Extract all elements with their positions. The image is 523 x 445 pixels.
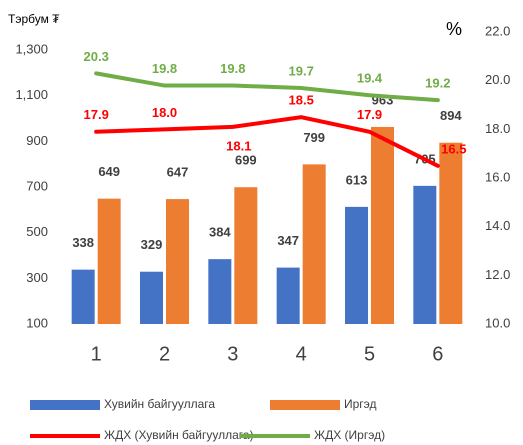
bar (302, 164, 326, 324)
bar (234, 187, 258, 324)
bar (208, 259, 232, 324)
bar-value-label: 799 (303, 130, 325, 145)
line-value-label: 18.5 (289, 93, 314, 108)
legend-label: Иргэд (344, 397, 377, 411)
line-value-label: 18.1 (226, 138, 251, 153)
line-value-label: 19.4 (357, 71, 383, 86)
y2-tick-label: 14.0 (485, 218, 510, 233)
y-tick-label: 700 (26, 178, 48, 193)
bar (439, 142, 463, 324)
x-tick-label: 1 (91, 343, 102, 365)
line-value-label: 16.5 (441, 141, 466, 156)
bar (166, 199, 189, 324)
line-value-label: 19.8 (220, 61, 245, 76)
legend-label: ЖДХ (Хувийн байгууллага) (104, 428, 254, 442)
legend-swatch (30, 400, 100, 410)
line-value-label: 19.2 (425, 76, 450, 91)
bar (345, 206, 368, 324)
line-value-label: 19.7 (289, 63, 314, 78)
line-value-label: 17.9 (84, 107, 109, 122)
bar (371, 126, 394, 324)
x-tick-label: 2 (159, 343, 170, 365)
y-tick-label: 100 (26, 315, 48, 330)
bar (140, 271, 163, 324)
y2-tick-label: 18.0 (485, 121, 510, 136)
line-value-label: 20.3 (84, 49, 109, 64)
y-tick-label: 300 (26, 270, 48, 285)
line-value-label: 19.8 (152, 61, 177, 76)
bar-value-label: 613 (346, 172, 368, 187)
legend-label: Хувийн байгууллага (104, 397, 215, 411)
bar (276, 267, 300, 324)
line (94, 115, 440, 168)
y2-tick-label: 16.0 (485, 169, 510, 184)
x-tick-label: 5 (364, 343, 375, 365)
bar-value-label: 338 (72, 235, 94, 250)
y2-axis-label: % (446, 19, 462, 39)
y2-tick-label: 22.0 (485, 23, 510, 38)
bar-value-label: 649 (98, 164, 120, 179)
y2-tick-label: 10.0 (485, 315, 510, 330)
line-value-label: 17.9 (357, 107, 382, 122)
y-tick-label: 1,300 (15, 41, 48, 56)
y-tick-label: 500 (26, 224, 48, 239)
line (94, 71, 440, 103)
line-value-label: 18.0 (152, 105, 177, 120)
bar-value-label: 894 (440, 108, 462, 123)
x-tick-label: 4 (296, 343, 307, 365)
bar-value-label: 699 (235, 153, 257, 168)
bar-value-label: 384 (209, 225, 231, 240)
bar (97, 198, 121, 324)
bar (413, 185, 437, 324)
y-tick-label: 1,100 (15, 87, 48, 102)
y-axis-label: Тэрбум ₮ (8, 12, 60, 26)
bar-value-label: 347 (277, 233, 299, 248)
bar-value-label: 329 (141, 237, 163, 252)
y-tick-label: 900 (26, 133, 48, 148)
x-tick-label: 3 (227, 343, 238, 365)
y2-tick-label: 20.0 (485, 72, 510, 87)
x-tick-label: 6 (432, 343, 443, 365)
y2-tick-label: 12.0 (485, 267, 510, 282)
bar-value-label: 647 (167, 165, 189, 180)
legend-swatch (270, 400, 340, 410)
bar (71, 269, 95, 324)
legend-label: ЖДХ (Иргэд) (314, 428, 385, 442)
